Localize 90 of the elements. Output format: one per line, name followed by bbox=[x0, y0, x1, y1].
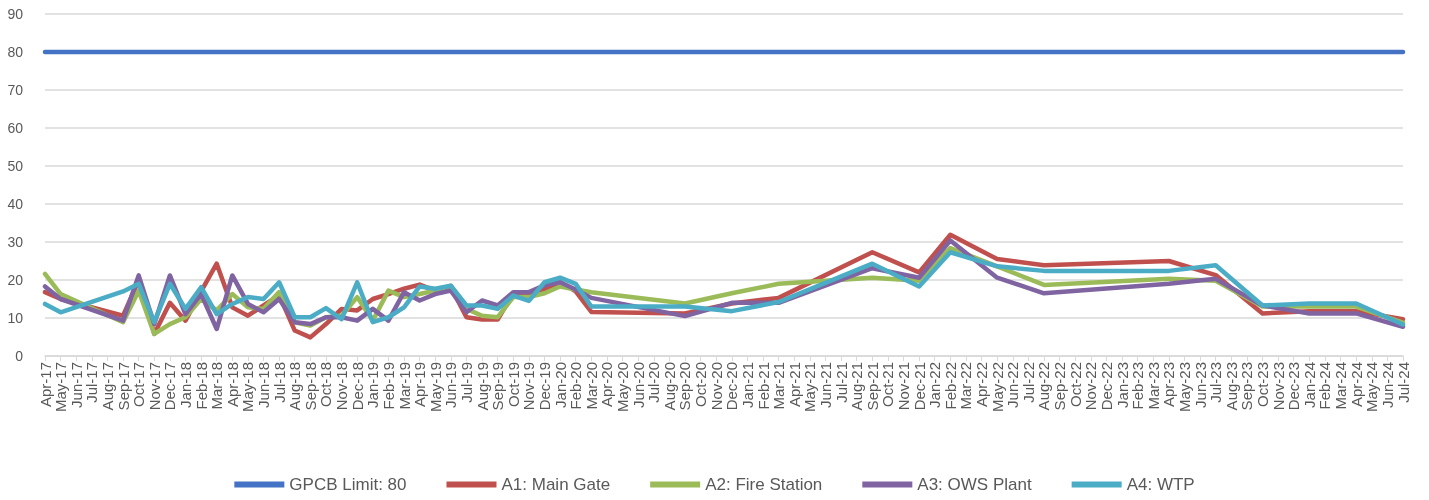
x-tick-label: Aug-21 bbox=[848, 362, 866, 411]
x-tick-label: Mar-22 bbox=[957, 362, 975, 410]
y-tick-label: 40 bbox=[7, 196, 24, 212]
x-tick-label: Feb-24 bbox=[1316, 362, 1334, 410]
legend-label: GPCB Limit: 80 bbox=[289, 475, 407, 494]
y-tick-label: 80 bbox=[7, 44, 24, 60]
x-tick-label: Feb-23 bbox=[1129, 362, 1147, 410]
y-tick-label: 10 bbox=[7, 310, 24, 326]
y-tick-label: 60 bbox=[7, 120, 24, 136]
x-tick-label: Apr-19 bbox=[411, 362, 429, 408]
x-tick-label: Oct-22 bbox=[1066, 362, 1084, 408]
x-tick-label: Nov-22 bbox=[1082, 362, 1100, 411]
x-tick-label: Jul-19 bbox=[457, 362, 475, 403]
x-tick-label: Dec-21 bbox=[910, 362, 928, 411]
legend-label: A4: WTP bbox=[1126, 475, 1195, 494]
x-tick-label: Aug-18 bbox=[286, 362, 304, 411]
y-tick-label: 50 bbox=[7, 158, 24, 174]
x-tick-label: Apr-17 bbox=[36, 362, 54, 408]
x-tick-label: Jan-19 bbox=[364, 362, 382, 408]
y-tick-label: 30 bbox=[7, 234, 24, 250]
x-tick-label: Nov-19 bbox=[520, 362, 538, 411]
legend-label: A1: Main Gate bbox=[501, 475, 611, 494]
x-tick-label: Jan-18 bbox=[176, 362, 194, 408]
x-tick-label: Feb-20 bbox=[567, 362, 585, 410]
x-tick-label: Apr-22 bbox=[973, 362, 991, 408]
x-tick-label: Jan-22 bbox=[926, 362, 944, 408]
x-tick-label: Dec-20 bbox=[723, 362, 741, 411]
x-tick-label: Jan-20 bbox=[551, 362, 569, 408]
x-tick-label: Feb-22 bbox=[941, 362, 959, 410]
x-tick-label: Oct-23 bbox=[1254, 362, 1272, 408]
x-tick-label: Mar-18 bbox=[208, 362, 226, 410]
x-tick-label: Sep-22 bbox=[1051, 362, 1069, 411]
x-tick-label: Jun-18 bbox=[255, 362, 273, 408]
x-tick-label: Feb-19 bbox=[379, 362, 397, 410]
x-tick-label: Feb-21 bbox=[754, 362, 772, 410]
x-tick-label: Mar-23 bbox=[1144, 362, 1162, 410]
x-tick-label: May-18 bbox=[239, 362, 257, 413]
x-tick-label: Mar-21 bbox=[770, 362, 788, 410]
x-tick-label: Apr-21 bbox=[785, 362, 803, 408]
x-tick-label: Oct-20 bbox=[692, 362, 710, 408]
x-tick-label: Jul-20 bbox=[645, 362, 663, 403]
x-tick-label: Oct-18 bbox=[317, 362, 335, 408]
y-tick-label: 0 bbox=[15, 348, 24, 364]
x-tick-label: Mar-19 bbox=[395, 362, 413, 410]
x-tick-label: Aug-20 bbox=[660, 362, 678, 411]
x-tick-label: Jul-18 bbox=[270, 362, 288, 403]
x-tick-label: Aug-19 bbox=[473, 362, 491, 411]
y-tick-label: 20 bbox=[7, 272, 24, 288]
x-tick-label: Dec-19 bbox=[535, 362, 553, 411]
x-tick-label: Aug-17 bbox=[98, 362, 116, 411]
x-tick-label: May-22 bbox=[988, 362, 1006, 413]
x-tick-label: Apr-24 bbox=[1347, 362, 1365, 408]
x-tick-label: May-19 bbox=[426, 362, 444, 413]
x-tick-label: Dec-18 bbox=[348, 362, 366, 411]
x-tick-label: Jan-24 bbox=[1300, 362, 1318, 408]
x-tick-label: Apr-20 bbox=[598, 362, 616, 408]
x-tick-label: Apr-23 bbox=[1160, 362, 1178, 408]
x-tick-label: Dec-17 bbox=[161, 362, 179, 411]
x-tick-label: Mar-20 bbox=[582, 362, 600, 410]
x-tick-label: Jan-21 bbox=[738, 362, 756, 408]
x-tick-label: Apr-18 bbox=[223, 362, 241, 408]
x-tick-label: Nov-21 bbox=[895, 362, 913, 411]
x-tick-label: Nov-23 bbox=[1269, 362, 1287, 411]
x-tick-label: Jul-17 bbox=[83, 362, 101, 403]
x-tick-label: Feb-18 bbox=[192, 362, 210, 410]
x-tick-label: May-21 bbox=[801, 362, 819, 413]
legend-label: A2: Fire Station bbox=[705, 475, 823, 494]
x-tick-label: Dec-23 bbox=[1285, 362, 1303, 411]
x-tick-label: Nov-18 bbox=[333, 362, 351, 411]
y-tick-label: 70 bbox=[7, 82, 24, 98]
x-tick-label: Oct-17 bbox=[130, 362, 148, 408]
legend-label: A3: OWS Plant bbox=[917, 475, 1032, 494]
x-tick-label: Mar-24 bbox=[1332, 362, 1350, 410]
x-tick-label: Jan-23 bbox=[1113, 362, 1131, 408]
x-tick-label: Nov-20 bbox=[707, 362, 725, 411]
x-tick-label: Aug-23 bbox=[1222, 362, 1240, 411]
x-tick-label: Jul-21 bbox=[832, 362, 850, 403]
x-tick-label: Jul-22 bbox=[1019, 362, 1037, 403]
x-tick-label: Jul-24 bbox=[1394, 362, 1412, 403]
y-tick-label: 90 bbox=[7, 6, 24, 22]
x-tick-label: Oct-19 bbox=[504, 362, 522, 408]
x-tick-label: May-17 bbox=[52, 362, 70, 413]
x-tick-label: Oct-21 bbox=[879, 362, 897, 408]
x-tick-label: Dec-22 bbox=[1097, 362, 1115, 411]
x-tick-label: May-23 bbox=[1175, 362, 1193, 413]
x-tick-label: May-20 bbox=[614, 362, 632, 413]
x-tick-label: Aug-22 bbox=[1035, 362, 1053, 411]
x-tick-label: May-24 bbox=[1363, 362, 1381, 413]
x-tick-label: Jul-23 bbox=[1207, 362, 1225, 403]
x-tick-label: Nov-17 bbox=[145, 362, 163, 411]
